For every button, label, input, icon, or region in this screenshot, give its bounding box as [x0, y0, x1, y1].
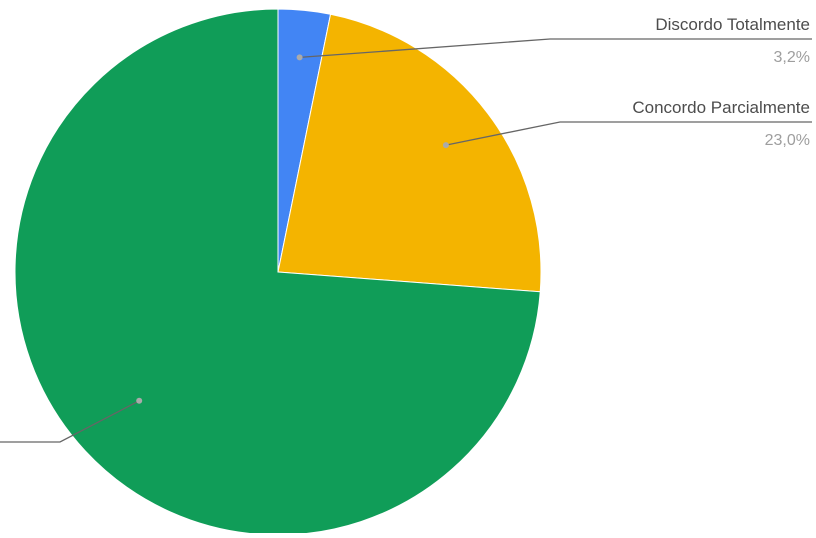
- leader-dot: [296, 54, 303, 61]
- leader-dot: [136, 397, 143, 404]
- pie-slice-concordo-parcialmente: [277, 13, 542, 293]
- pie-slice-unlabeled: [14, 8, 541, 536]
- leader-line: [299, 38, 812, 59]
- slice-label: Concordo Parcialmente: [632, 98, 810, 117]
- leader-line: [445, 121, 812, 146]
- slice-label: Discordo Totalmente: [655, 15, 810, 34]
- slice-value-label: 3,2%: [774, 49, 810, 66]
- leader-dot: [442, 142, 449, 149]
- labels-layer: Discordo Totalmente 3,2% Concordo Parcialm…: [0, 15, 812, 443]
- leader-line: [0, 400, 140, 443]
- slices-layer: [14, 8, 542, 536]
- slice-value-label: 23,0%: [765, 132, 810, 149]
